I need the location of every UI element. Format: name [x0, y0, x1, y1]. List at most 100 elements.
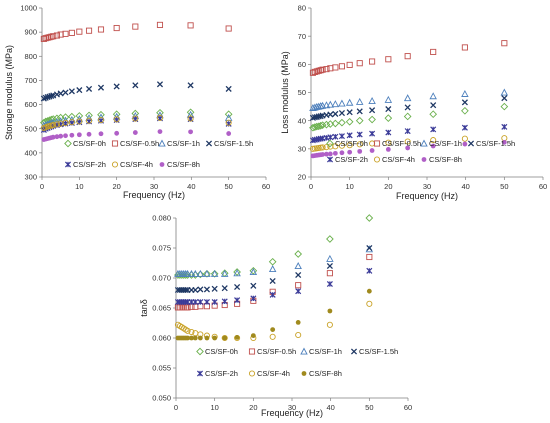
y-tick-label: 700: [24, 76, 37, 85]
data-point: [268, 265, 277, 273]
data-point: [501, 95, 508, 102]
data-point: [338, 133, 345, 140]
legend-marker: [159, 162, 165, 167]
data-point: [338, 118, 346, 127]
data-point: [212, 335, 218, 341]
y-tick-label: 900: [24, 28, 37, 37]
data-point: [461, 135, 468, 142]
data-point: [324, 151, 329, 157]
data-point: [188, 328, 195, 336]
data-point: [356, 131, 363, 138]
data-point: [366, 288, 372, 294]
data-point: [430, 102, 437, 109]
data-point: [500, 88, 509, 96]
series-CS/SF-8h: [41, 129, 232, 142]
data-point: [85, 111, 93, 120]
series-CS/SF-0h: [309, 102, 509, 132]
x-tick-label: 50: [224, 182, 232, 191]
x-tick-label: 0: [40, 182, 44, 191]
y-tick-label: 40: [298, 116, 306, 125]
legend-label: CS/SF-4h: [120, 160, 153, 169]
x-tick-label: 60: [262, 182, 270, 191]
data-point: [188, 129, 193, 135]
data-point: [327, 111, 334, 118]
legend-marker: [326, 139, 334, 148]
legend-marker: [205, 140, 213, 147]
data-point: [385, 106, 392, 113]
y-tick-label: 800: [24, 52, 37, 61]
legend-marker: [467, 140, 475, 147]
data-point: [356, 141, 363, 148]
data-point: [430, 48, 437, 55]
data-point: [62, 30, 69, 37]
data-point: [313, 68, 320, 75]
data-point: [346, 109, 353, 116]
y-tick-label: 500: [24, 124, 37, 133]
legend-marker: [421, 157, 427, 162]
data-point: [404, 128, 411, 135]
data-point: [403, 94, 412, 102]
x-tick-label: 30: [423, 182, 431, 191]
data-point: [461, 89, 469, 97]
data-point: [331, 119, 340, 128]
chart-loss: 0 10 20 30 40 50 60 20 30 40 50 60 70 80 Frequency (Hz…: [280, 4, 547, 201]
data-point: [183, 269, 192, 277]
data-point: [404, 138, 411, 145]
y-axis-label: tanδ: [139, 299, 149, 317]
data-point: [86, 131, 92, 137]
legend-label: CS/SF-2h: [73, 160, 106, 169]
data-point: [234, 297, 241, 304]
data-point: [204, 335, 210, 341]
data-point: [332, 64, 339, 71]
y-tick-label: 600: [24, 100, 37, 109]
data-point: [339, 150, 345, 156]
data-point: [357, 148, 363, 154]
data-point: [326, 270, 333, 277]
data-point: [461, 99, 468, 106]
x-tick-label: 30: [288, 403, 296, 412]
legend-label: CS/SF-0.5h: [120, 139, 159, 148]
data-point: [315, 67, 322, 74]
legend-label: CS/SF-0.5h: [257, 347, 296, 356]
data-point: [369, 107, 376, 114]
series-CS/SF-0.5h: [309, 40, 508, 76]
data-point: [429, 110, 438, 119]
data-point: [53, 32, 60, 39]
y-tick-label: 0.065: [152, 304, 171, 313]
data-point: [318, 101, 327, 109]
x-tick-label: 0: [174, 403, 178, 412]
data-point: [332, 143, 339, 150]
series-CS/SF-1.5h: [309, 95, 508, 121]
data-point: [356, 108, 363, 115]
series-CS/SF-4h: [309, 135, 508, 152]
data-point: [234, 283, 241, 291]
data-point: [113, 24, 120, 32]
data-point: [327, 308, 333, 314]
x-tick-label: 10: [75, 182, 83, 191]
data-point: [185, 335, 191, 341]
x-tick-label: 10: [210, 403, 218, 412]
data-point: [338, 63, 345, 70]
data-point: [294, 262, 302, 270]
x-tick-label: 40: [326, 403, 334, 412]
data-point: [191, 269, 200, 277]
data-point: [187, 82, 194, 89]
legend-label: CS/SF-1h: [429, 139, 462, 148]
legend-marker: [111, 161, 119, 168]
data-point: [461, 124, 468, 131]
legend-label: CS/SF-1h: [309, 347, 342, 356]
legend-label: CS/SF-1h: [167, 139, 200, 148]
data-point: [332, 150, 338, 156]
series-CS/SF-1.5h: [174, 244, 373, 294]
y-tick-label: 0.055: [152, 364, 171, 373]
data-point: [189, 335, 194, 341]
legend-label: CS/SF-0h: [73, 139, 106, 148]
chart-tandelta: 0 10 20 30 40 50 60 0.050 0.055 0.060 0.065 0.070 0.…: [139, 214, 412, 418]
y-tick-label: 20: [298, 173, 306, 182]
data-point: [192, 298, 199, 306]
data-point: [332, 110, 339, 117]
series-CS/SF-8h: [310, 139, 507, 159]
data-point: [203, 269, 211, 277]
data-point: [461, 44, 468, 51]
data-point: [369, 130, 376, 137]
